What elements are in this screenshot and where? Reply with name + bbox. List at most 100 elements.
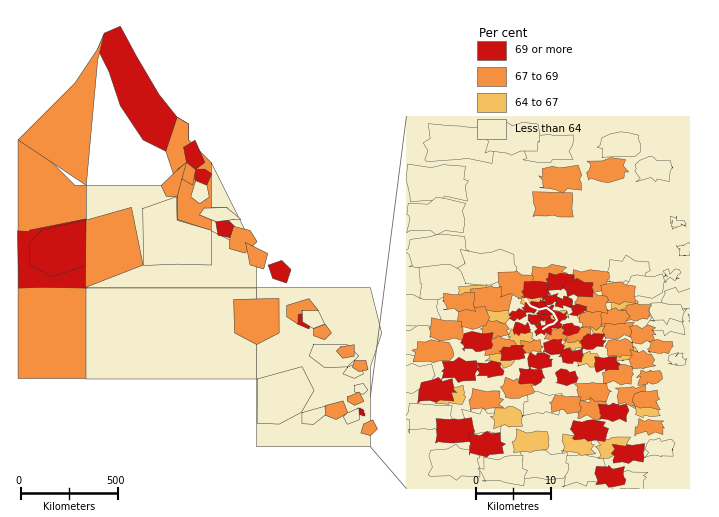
Polygon shape <box>324 401 348 419</box>
Polygon shape <box>574 383 612 404</box>
Polygon shape <box>257 367 314 424</box>
Polygon shape <box>509 309 527 321</box>
Polygon shape <box>499 345 526 361</box>
Polygon shape <box>211 163 257 253</box>
Polygon shape <box>539 165 582 193</box>
Polygon shape <box>336 345 354 358</box>
Polygon shape <box>461 331 493 352</box>
Polygon shape <box>29 220 86 277</box>
Polygon shape <box>636 370 662 386</box>
Polygon shape <box>443 292 476 312</box>
Polygon shape <box>245 242 267 269</box>
Polygon shape <box>313 324 331 340</box>
Polygon shape <box>485 349 515 369</box>
Polygon shape <box>513 322 531 336</box>
Polygon shape <box>677 242 695 256</box>
Polygon shape <box>595 356 620 373</box>
Polygon shape <box>166 117 211 231</box>
Polygon shape <box>668 353 687 366</box>
Polygon shape <box>670 216 686 230</box>
Polygon shape <box>562 323 580 336</box>
Polygon shape <box>521 281 549 299</box>
Polygon shape <box>98 26 188 151</box>
Polygon shape <box>553 311 567 323</box>
Polygon shape <box>193 169 211 185</box>
Polygon shape <box>603 362 633 385</box>
Polygon shape <box>476 361 504 378</box>
Polygon shape <box>587 158 628 183</box>
Polygon shape <box>575 301 600 321</box>
Polygon shape <box>528 353 552 370</box>
Polygon shape <box>361 410 364 413</box>
Polygon shape <box>423 124 497 163</box>
Polygon shape <box>418 377 457 404</box>
Polygon shape <box>562 278 593 298</box>
Polygon shape <box>518 340 544 355</box>
Polygon shape <box>647 339 673 354</box>
FancyBboxPatch shape <box>477 119 505 139</box>
Polygon shape <box>412 340 454 362</box>
Polygon shape <box>663 269 681 282</box>
Polygon shape <box>18 33 104 186</box>
Polygon shape <box>600 282 636 305</box>
Polygon shape <box>557 453 608 486</box>
Polygon shape <box>419 264 476 299</box>
Polygon shape <box>268 261 291 283</box>
Polygon shape <box>574 292 609 313</box>
Polygon shape <box>602 318 634 340</box>
FancyBboxPatch shape <box>477 93 505 113</box>
Polygon shape <box>534 324 552 336</box>
Polygon shape <box>580 333 606 349</box>
Polygon shape <box>436 418 475 443</box>
Polygon shape <box>480 320 510 339</box>
Polygon shape <box>629 325 656 344</box>
Polygon shape <box>234 298 279 344</box>
Polygon shape <box>545 310 569 324</box>
Polygon shape <box>428 444 480 480</box>
Polygon shape <box>469 431 505 457</box>
Polygon shape <box>435 384 466 404</box>
Polygon shape <box>18 140 86 378</box>
Polygon shape <box>579 309 613 331</box>
Polygon shape <box>347 392 364 405</box>
Polygon shape <box>546 273 574 291</box>
Polygon shape <box>577 397 608 420</box>
Text: 10: 10 <box>545 476 558 485</box>
Polygon shape <box>595 465 626 488</box>
Polygon shape <box>543 339 565 355</box>
Text: 69 or more: 69 or more <box>516 45 573 55</box>
Polygon shape <box>200 208 234 221</box>
Polygon shape <box>577 351 603 367</box>
Polygon shape <box>556 369 578 386</box>
Polygon shape <box>406 116 690 489</box>
Polygon shape <box>229 226 257 253</box>
Polygon shape <box>357 411 361 414</box>
Polygon shape <box>518 369 545 386</box>
Polygon shape <box>199 207 241 222</box>
Polygon shape <box>459 407 502 434</box>
Polygon shape <box>406 164 469 202</box>
Text: 0: 0 <box>472 476 478 485</box>
Polygon shape <box>395 325 443 356</box>
Polygon shape <box>597 132 641 158</box>
Polygon shape <box>287 299 319 324</box>
Polygon shape <box>605 339 634 357</box>
Text: Kilometers: Kilometers <box>42 502 95 512</box>
Polygon shape <box>257 287 382 447</box>
Polygon shape <box>635 156 673 182</box>
Polygon shape <box>216 219 234 238</box>
Polygon shape <box>298 310 313 329</box>
Polygon shape <box>562 434 596 455</box>
Polygon shape <box>646 312 685 336</box>
Polygon shape <box>518 290 544 308</box>
Polygon shape <box>309 344 359 368</box>
Polygon shape <box>635 418 664 436</box>
Polygon shape <box>562 337 588 351</box>
Polygon shape <box>625 274 667 298</box>
Polygon shape <box>564 327 592 344</box>
Polygon shape <box>356 413 360 417</box>
Polygon shape <box>455 305 490 329</box>
Polygon shape <box>183 140 205 169</box>
Polygon shape <box>608 467 648 493</box>
Polygon shape <box>649 302 687 325</box>
